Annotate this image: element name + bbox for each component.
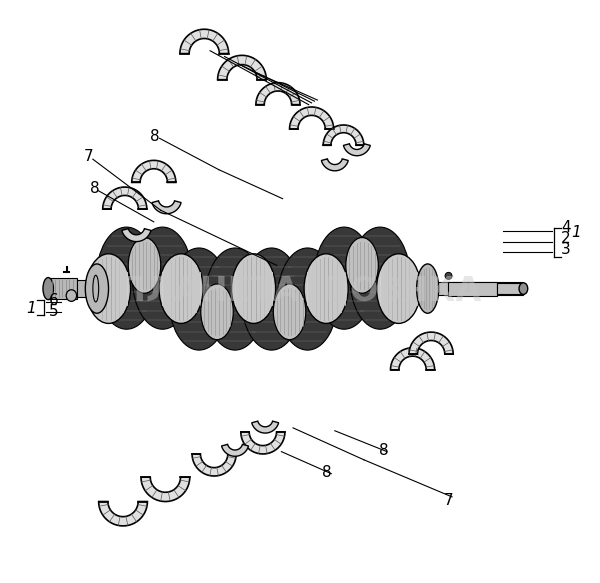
Text: 1: 1 bbox=[26, 301, 36, 317]
Polygon shape bbox=[180, 29, 229, 54]
Ellipse shape bbox=[346, 237, 379, 293]
Text: 2: 2 bbox=[561, 231, 571, 245]
Ellipse shape bbox=[416, 264, 439, 313]
Ellipse shape bbox=[232, 254, 275, 324]
Polygon shape bbox=[322, 159, 348, 171]
Text: 3: 3 bbox=[561, 242, 571, 257]
Ellipse shape bbox=[304, 254, 348, 324]
Polygon shape bbox=[343, 144, 370, 156]
Ellipse shape bbox=[205, 248, 265, 350]
Polygon shape bbox=[192, 454, 236, 476]
Polygon shape bbox=[221, 444, 248, 456]
Text: 8: 8 bbox=[322, 465, 332, 480]
Polygon shape bbox=[103, 187, 147, 209]
Bar bbox=[448, 282, 497, 296]
Polygon shape bbox=[218, 55, 266, 80]
Polygon shape bbox=[132, 160, 176, 182]
Ellipse shape bbox=[169, 248, 229, 350]
Ellipse shape bbox=[85, 264, 109, 313]
Ellipse shape bbox=[377, 254, 421, 324]
Ellipse shape bbox=[86, 254, 131, 324]
Text: 7: 7 bbox=[84, 149, 94, 164]
Polygon shape bbox=[323, 125, 364, 145]
Ellipse shape bbox=[159, 254, 203, 324]
Polygon shape bbox=[141, 477, 190, 501]
Polygon shape bbox=[98, 501, 148, 526]
Ellipse shape bbox=[97, 227, 157, 329]
Polygon shape bbox=[391, 348, 434, 370]
Ellipse shape bbox=[274, 284, 306, 340]
Text: 1: 1 bbox=[572, 226, 581, 240]
Ellipse shape bbox=[201, 284, 233, 340]
Polygon shape bbox=[290, 107, 334, 129]
Bar bbox=[497, 283, 524, 294]
Text: 7: 7 bbox=[444, 493, 454, 508]
Polygon shape bbox=[409, 332, 453, 354]
Polygon shape bbox=[152, 201, 181, 214]
Polygon shape bbox=[122, 229, 151, 241]
Ellipse shape bbox=[241, 248, 302, 350]
Polygon shape bbox=[256, 83, 300, 105]
Ellipse shape bbox=[277, 248, 338, 350]
Ellipse shape bbox=[43, 278, 53, 300]
Bar bbox=[47, 278, 77, 299]
Polygon shape bbox=[252, 421, 278, 433]
Ellipse shape bbox=[314, 227, 374, 329]
FancyBboxPatch shape bbox=[47, 282, 523, 295]
Ellipse shape bbox=[350, 227, 410, 329]
Text: 5: 5 bbox=[49, 304, 59, 319]
Ellipse shape bbox=[128, 237, 161, 293]
Text: 6: 6 bbox=[49, 293, 59, 308]
Ellipse shape bbox=[519, 283, 528, 294]
Text: 4: 4 bbox=[561, 220, 571, 235]
Bar bbox=[77, 280, 98, 297]
Ellipse shape bbox=[66, 290, 77, 301]
Text: 8: 8 bbox=[150, 128, 160, 143]
Polygon shape bbox=[241, 432, 285, 454]
Circle shape bbox=[445, 272, 452, 279]
Text: 8: 8 bbox=[379, 443, 388, 458]
Text: 8: 8 bbox=[90, 181, 100, 196]
Ellipse shape bbox=[133, 227, 193, 329]
Text: ПЛАНЕТА  ПОЗЯКА: ПЛАНЕТА ПОЗЯКА bbox=[118, 275, 482, 308]
